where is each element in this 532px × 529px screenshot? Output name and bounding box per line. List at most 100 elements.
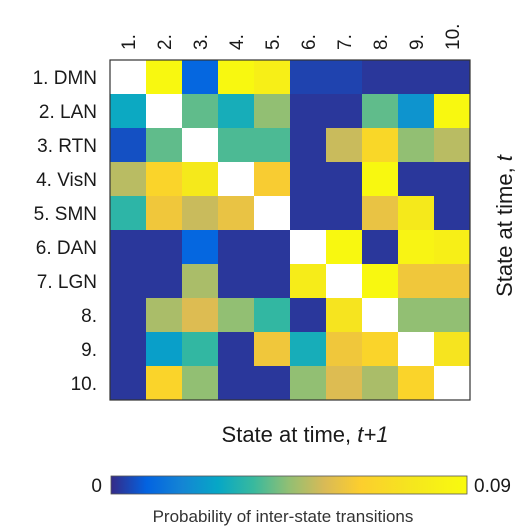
heatmap-cell-r3-c8	[362, 128, 399, 163]
column-tick-label: 10.	[443, 24, 464, 50]
heatmap-cell-r1-c5	[254, 60, 291, 95]
heatmap-cell-r10-c6	[290, 366, 327, 401]
heatmap-cell-r4-c3	[182, 162, 219, 197]
heatmap-cell-r10-c8	[362, 366, 399, 401]
column-tick-label: 3.	[191, 34, 212, 50]
heatmap-cell-r5-c3	[182, 196, 219, 231]
heatmap-cell-r8-c2	[146, 298, 183, 333]
heatmap-cell-r6-c1	[110, 230, 147, 265]
heatmap-cell-r6-c3	[182, 230, 219, 265]
heatmap-cell-r5-c1	[110, 196, 147, 231]
heatmap-cell-r2-c3	[182, 94, 219, 129]
heatmap-cell-r5-c7	[326, 196, 363, 231]
column-tick-labels: 1. 2. 3. 4. 5. 6. 7. 8. 9. 10.	[119, 24, 464, 50]
heatmap-cell-r8-c6	[290, 298, 327, 333]
heatmap-cell-r4-c6	[290, 162, 327, 197]
heatmap-cell-r9-c4	[218, 332, 255, 367]
heatmap-cell-r8-c4	[218, 298, 255, 333]
heatmap-cell-r9-c2	[146, 332, 183, 367]
row-tick-label: 5. SMN	[34, 204, 97, 225]
y-axis-label-variable: t	[492, 154, 517, 161]
heatmap-cell-r3-c7	[326, 128, 363, 163]
column-tick-label: 2.	[155, 34, 176, 50]
y-axis-label-prefix: State at time,	[492, 161, 517, 297]
heatmap-cell-r9-c6	[290, 332, 327, 367]
heatmap-cell-r8-c1	[110, 298, 147, 333]
heatmap-cell-r9-c1	[110, 332, 147, 367]
heatmap-cell-r1-c9	[398, 60, 435, 95]
colorbar-min-label: 0	[91, 476, 102, 497]
heatmap-cell-r6-c9	[398, 230, 435, 265]
heatmap-cell-r7-c2	[146, 264, 183, 299]
y-axis-label: State at time, t	[492, 154, 517, 297]
column-tick-label: 1.	[119, 34, 140, 50]
heatmap-cell-r1-c2	[146, 60, 183, 95]
heatmap-cell-r3-c10	[434, 128, 471, 163]
heatmap-cell-r4-c7	[326, 162, 363, 197]
row-tick-label: 1. DMN	[33, 68, 97, 89]
heatmap-cell-r7-c1	[110, 264, 147, 299]
row-tick-label: 2. LAN	[39, 102, 97, 123]
heatmap-cell-r2-c5	[254, 94, 291, 129]
heatmap-cell-r7-c10	[434, 264, 471, 299]
column-tick-label: 5.	[263, 34, 284, 50]
heatmap-cell-r4-c4	[218, 162, 255, 197]
heatmap-cell-r5-c2	[146, 196, 183, 231]
row-tick-labels: 1. DMN 2. LAN 3. RTN 4. VisN 5. SMN 6. DAN 7. …	[33, 68, 97, 395]
row-tick-label: 3. RTN	[37, 136, 97, 157]
row-tick-label: 4. VisN	[36, 170, 97, 191]
column-tick-label: 8.	[371, 34, 392, 50]
heatmap-cell-r7-c9	[398, 264, 435, 299]
heatmap-cell-r7-c5	[254, 264, 291, 299]
heatmap-cell-r9-c7	[326, 332, 363, 367]
heatmap-cell-r4-c8	[362, 162, 399, 197]
column-tick-label: 6.	[299, 34, 320, 50]
heatmap-cell-r4-c1	[110, 162, 147, 197]
heatmap-cell-r3-c3	[182, 128, 219, 163]
heatmap-cell-r3-c5	[254, 128, 291, 163]
heatmap-cell-r8-c5	[254, 298, 291, 333]
row-tick-label: 8.	[81, 306, 97, 327]
heatmap-cell-r7-c8	[362, 264, 399, 299]
row-tick-label: 7. LGN	[37, 272, 97, 293]
heatmap-cell-r5-c6	[290, 196, 327, 231]
colorbar	[110, 475, 468, 495]
colorbar-max-label: 0.09	[474, 476, 511, 497]
heatmap-frame	[109, 59, 471, 401]
heatmap-cell-r7-c6	[290, 264, 327, 299]
heatmap-cell-r4-c2	[146, 162, 183, 197]
heatmap-cell-r8-c3	[182, 298, 219, 333]
heatmap-cell-r7-c7	[326, 264, 363, 299]
heatmap-cell-r7-c4	[218, 264, 255, 299]
heatmap-cell-r6-c7	[326, 230, 363, 265]
heatmap-cell-r3-c6	[290, 128, 327, 163]
heatmap-cell-r1-c6	[290, 60, 327, 95]
heatmap-cell-r8-c8	[362, 298, 399, 333]
heatmap-cell-r4-c5	[254, 162, 291, 197]
heatmap-cell-r1-c1	[110, 60, 147, 95]
heatmap-cell-r5-c8	[362, 196, 399, 231]
heatmap-cell-r1-c8	[362, 60, 399, 95]
heatmap-cell-r9-c8	[362, 332, 399, 367]
heatmap-cell-r6-c6	[290, 230, 327, 265]
heatmap-cell-r6-c8	[362, 230, 399, 265]
heatmap-cell-r3-c2	[146, 128, 183, 163]
heatmap-cell-r5-c10	[434, 196, 471, 231]
row-tick-label: 10.	[71, 374, 97, 395]
heatmap-cell-r10-c1	[110, 366, 147, 401]
column-tick-label: 7.	[335, 34, 356, 50]
row-tick-label: 9.	[81, 340, 97, 361]
heatmap-cell-r2-c6	[290, 94, 327, 129]
heatmap-cell-r2-c9	[398, 94, 435, 129]
x-axis-label-prefix: State at time,	[222, 422, 358, 447]
heatmap-cell-r6-c4	[218, 230, 255, 265]
heatmap-cell-r5-c4	[218, 196, 255, 231]
column-tick-label: 4.	[227, 34, 248, 50]
heatmap-cell-r6-c5	[254, 230, 291, 265]
heatmap-cell-r10-c10	[434, 366, 471, 401]
x-axis-label-variable: t+1	[357, 422, 388, 447]
heatmap-cell-r2-c4	[218, 94, 255, 129]
heatmap-cell-r4-c9	[398, 162, 435, 197]
heatmap-cell-r3-c1	[110, 128, 147, 163]
